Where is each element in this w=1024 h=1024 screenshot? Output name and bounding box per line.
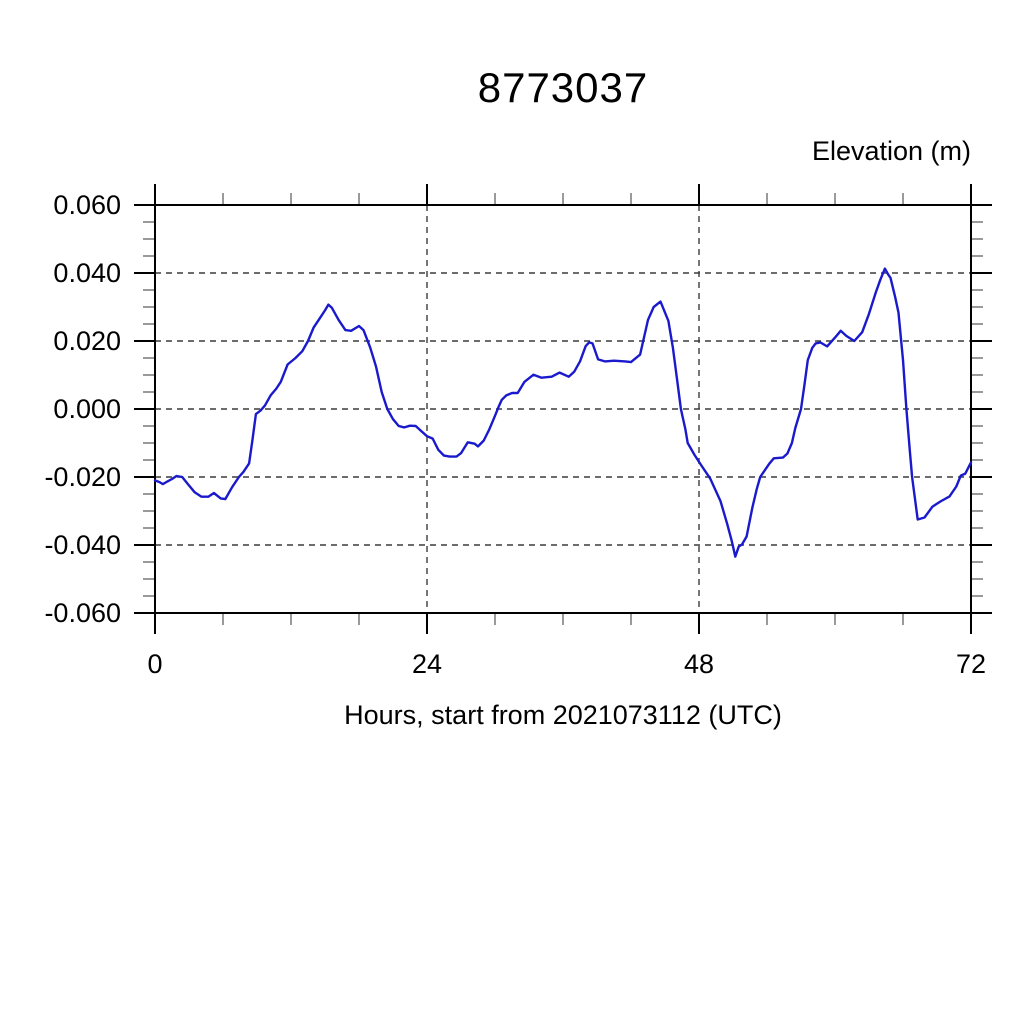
- x-tick-label: 48: [684, 649, 714, 679]
- x-axis-label: Hours, start from 2021073112 (UTC): [344, 700, 782, 730]
- units-label: Elevation (m): [811, 136, 971, 166]
- y-tick-label: 0.020: [53, 326, 121, 356]
- y-tick-label: 0.000: [53, 394, 121, 424]
- y-tick-label: -0.060: [44, 598, 121, 628]
- y-tick-label: 0.060: [53, 190, 121, 220]
- y-tick-label: 0.040: [53, 258, 121, 288]
- y-tick-label: -0.020: [44, 462, 121, 492]
- plot-frame: [154, 204, 972, 614]
- y-tick-label: -0.040: [44, 530, 121, 560]
- x-tick-label: 0: [147, 649, 162, 679]
- x-tick-label: 24: [412, 649, 442, 679]
- x-tick-label: 72: [956, 649, 986, 679]
- elevation-line: [153, 267, 973, 558]
- chart-title: 8773037: [477, 64, 649, 111]
